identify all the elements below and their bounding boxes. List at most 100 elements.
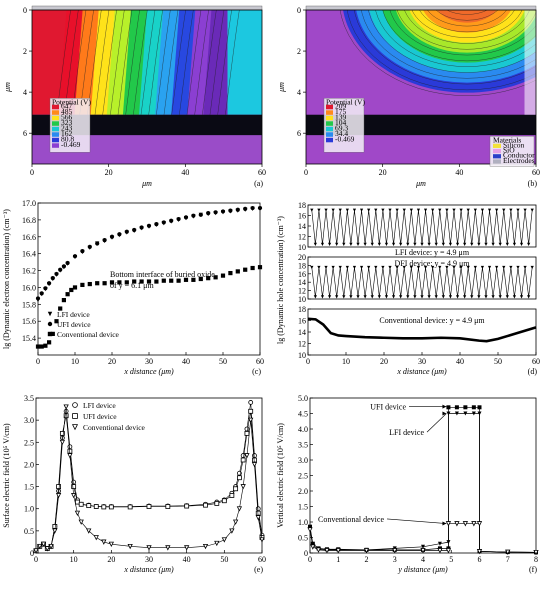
equipotential-line bbox=[179, 10, 194, 115]
plot-frame bbox=[31, 9, 263, 165]
data-point bbox=[65, 260, 70, 266]
data-point bbox=[477, 295, 481, 299]
y-tick-label: 12 bbox=[298, 340, 306, 349]
data-point bbox=[523, 265, 527, 270]
data-point bbox=[50, 331, 55, 336]
y-tick-label: 20 bbox=[298, 253, 306, 262]
data-point bbox=[244, 453, 250, 459]
drain-region bbox=[524, 10, 536, 115]
data-point bbox=[93, 535, 99, 541]
panel-label: (a) bbox=[254, 179, 263, 188]
subpanel-label: LFI device: y = 4.9 μm bbox=[395, 248, 470, 257]
data-point bbox=[33, 548, 39, 554]
data-point bbox=[423, 208, 428, 212]
data-point bbox=[108, 504, 114, 510]
legend-title: Potential (V) bbox=[52, 97, 91, 106]
data-point bbox=[324, 208, 328, 212]
data-point bbox=[72, 254, 78, 259]
data-point bbox=[370, 242, 374, 246]
y-tick-label: 0.5 bbox=[24, 527, 34, 536]
equipotential-line bbox=[446, 10, 488, 15]
data-point bbox=[310, 208, 314, 212]
data-point bbox=[310, 265, 314, 270]
data-point bbox=[228, 208, 233, 213]
surface-field-chart-svg: 0 10 20 30 40 50 60 x distance (μm) (e) 0 0.5 1.0 1.… bbox=[2, 394, 266, 574]
data-point bbox=[214, 540, 220, 547]
data-point bbox=[132, 227, 137, 233]
data-point bbox=[102, 238, 107, 243]
data-point bbox=[466, 208, 470, 212]
data-point bbox=[54, 271, 59, 277]
legend-value: 485 bbox=[61, 107, 73, 116]
data-point bbox=[487, 208, 492, 212]
data-point bbox=[463, 405, 468, 410]
surface-electrode-strip bbox=[31, 5, 263, 11]
data-point bbox=[455, 242, 460, 246]
data-point bbox=[413, 242, 417, 246]
data-point bbox=[530, 208, 534, 212]
plot-frame bbox=[309, 397, 537, 554]
series-line bbox=[35, 411, 263, 551]
y-tick-label: 4 bbox=[297, 88, 301, 97]
y-tick-label: 2.0 bbox=[24, 460, 34, 469]
x-tick-label: 60 bbox=[258, 168, 266, 177]
subplot-frame bbox=[307, 204, 537, 248]
data-point bbox=[95, 281, 100, 286]
vertical-field-chart-svg: 0 1 2 3 4 5 6 7 8 y distance (μm) (f) 0 0.5 1.0 1.5 2.0… bbox=[276, 394, 539, 574]
y-tick-label: 3.5 bbox=[24, 394, 34, 403]
data-point bbox=[48, 543, 54, 550]
y-tick-label: 4.5 bbox=[298, 410, 308, 419]
data-point bbox=[232, 519, 239, 525]
data-point bbox=[409, 265, 413, 270]
data-point bbox=[165, 545, 171, 551]
data-point bbox=[438, 208, 442, 212]
data-point bbox=[72, 285, 78, 290]
data-point bbox=[101, 504, 107, 510]
panel-label: (f) bbox=[529, 565, 537, 574]
x-tick-label: 60 bbox=[258, 555, 266, 564]
surface-electrode-strip bbox=[305, 5, 537, 11]
data-point bbox=[71, 493, 77, 499]
data-point bbox=[58, 267, 63, 272]
data-point bbox=[342, 242, 346, 246]
data-point bbox=[248, 408, 254, 414]
data-point bbox=[530, 265, 534, 270]
y-tick-label: 16.2 bbox=[22, 267, 36, 276]
legend-swatch bbox=[52, 143, 59, 148]
x-tick-label: 40 bbox=[455, 168, 463, 177]
equipotential-line bbox=[194, 10, 209, 115]
data-point bbox=[101, 539, 107, 545]
data-point bbox=[452, 265, 456, 270]
data-point bbox=[454, 411, 459, 416]
equipotential-line bbox=[94, 10, 110, 115]
x-tick-label: 60 bbox=[532, 168, 540, 177]
legend-swatch bbox=[52, 137, 59, 143]
data-point bbox=[498, 295, 502, 299]
data-point bbox=[381, 265, 385, 270]
low-potential-region bbox=[227, 10, 262, 115]
data-point bbox=[335, 242, 339, 246]
y-tick-label: 16.8 bbox=[22, 216, 36, 225]
equipotential-line bbox=[102, 10, 117, 115]
material-label: Silicon bbox=[503, 140, 525, 149]
oscillating-line bbox=[311, 267, 533, 297]
data-point bbox=[476, 549, 483, 555]
y-tick-label: 16 bbox=[298, 270, 306, 279]
x-tick-label: 3 bbox=[393, 555, 397, 564]
legend-value: 34.4 bbox=[335, 129, 348, 138]
data-point bbox=[437, 541, 442, 546]
data-point bbox=[54, 319, 59, 324]
data-point bbox=[349, 295, 353, 299]
y-tick-label: 17.0 bbox=[22, 199, 36, 208]
data-point bbox=[395, 208, 399, 212]
data-point bbox=[487, 265, 492, 270]
data-point bbox=[169, 278, 174, 283]
data-point bbox=[512, 242, 517, 246]
x-tick-label: 60 bbox=[532, 357, 540, 366]
legend-label: LFI device bbox=[83, 401, 116, 410]
data-point bbox=[480, 208, 485, 212]
data-point bbox=[132, 279, 137, 284]
data-point bbox=[250, 265, 255, 271]
data-point bbox=[307, 527, 313, 533]
y-tick-label: 10 bbox=[298, 295, 306, 304]
